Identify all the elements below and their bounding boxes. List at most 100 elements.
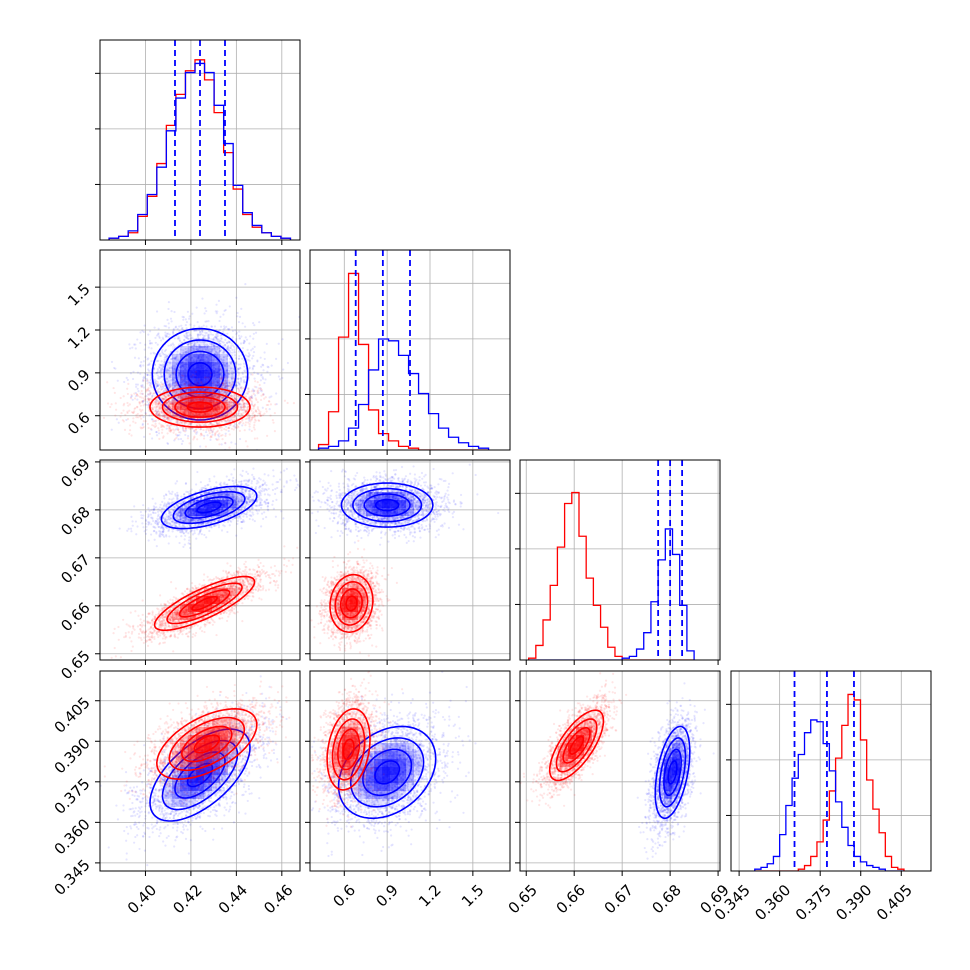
scatter-point xyxy=(231,404,234,407)
scatter-point xyxy=(207,335,210,338)
scatter-point xyxy=(222,362,225,366)
scatter-point xyxy=(184,347,187,351)
scatter-point xyxy=(177,337,180,340)
panel-frame xyxy=(519,459,721,661)
scatter-point xyxy=(224,338,227,341)
scatter-point xyxy=(157,391,160,394)
scatter-point xyxy=(171,418,174,421)
scatter-point xyxy=(157,410,160,413)
scatter-point xyxy=(203,312,206,315)
scatter-point xyxy=(160,339,163,342)
scatter-point xyxy=(147,393,150,396)
scatter-point xyxy=(140,384,143,387)
scatter-point xyxy=(214,310,217,313)
scatter-point xyxy=(229,381,232,385)
scatter-point xyxy=(149,384,152,388)
scatter-point xyxy=(185,336,188,339)
scatter-point xyxy=(212,344,215,347)
scatter-point xyxy=(151,437,154,440)
scatter-point xyxy=(238,403,241,406)
scatter-point xyxy=(253,385,256,388)
scatter-point xyxy=(231,380,234,383)
scatter-point xyxy=(177,369,180,372)
scatter-point xyxy=(240,307,243,310)
scatter-point xyxy=(231,372,234,375)
scatter-point xyxy=(223,386,226,389)
scatter-point xyxy=(149,381,152,384)
scatter-point xyxy=(142,435,146,438)
scatter-point xyxy=(158,390,161,393)
scatter-point xyxy=(141,423,144,427)
scatter-point xyxy=(225,381,228,384)
scatter-point xyxy=(249,335,252,338)
scatter-point xyxy=(171,365,175,368)
scatter-point xyxy=(212,394,215,398)
scatter-point xyxy=(178,374,181,378)
scatter-point xyxy=(272,421,275,424)
scatter-point xyxy=(139,331,142,334)
scatter-point xyxy=(141,392,144,396)
scatter-point xyxy=(166,332,170,335)
scatter-point xyxy=(148,362,151,365)
scatter-point xyxy=(200,394,203,397)
scatter-point xyxy=(237,367,240,370)
scatter-point xyxy=(214,339,217,342)
scatter-point xyxy=(172,357,175,360)
scatter-point xyxy=(220,349,223,352)
scatter-point xyxy=(212,344,216,347)
scatter-point xyxy=(231,367,234,370)
scatter-point xyxy=(201,329,204,332)
scatter-point xyxy=(166,377,169,380)
scatter-point xyxy=(225,401,228,404)
scatter-point xyxy=(154,386,158,389)
scatter-point xyxy=(237,382,241,385)
scatter-point xyxy=(213,394,216,397)
scatter-point xyxy=(148,339,151,342)
scatter-point xyxy=(244,325,247,328)
scatter-point xyxy=(187,334,190,338)
scatter-point xyxy=(256,406,260,409)
scatter-point xyxy=(252,322,255,325)
scatter-point xyxy=(243,406,246,409)
scatter-point xyxy=(198,334,202,337)
scatter-point xyxy=(152,368,156,371)
scatter-point xyxy=(228,327,231,331)
scatter-point xyxy=(224,373,227,376)
scatter-point xyxy=(225,341,229,345)
scatter-point xyxy=(213,345,216,348)
scatter-point xyxy=(149,427,152,431)
scatter-point xyxy=(262,392,265,396)
scatter-point xyxy=(170,398,173,402)
scatter-point xyxy=(242,422,245,425)
scatter-point xyxy=(119,415,122,418)
scatter-point xyxy=(136,398,139,401)
scatter-point xyxy=(224,420,227,423)
scatter-point xyxy=(197,337,200,340)
scatter-point xyxy=(225,357,228,361)
scatter-point xyxy=(134,383,138,386)
scatter-point xyxy=(158,387,161,390)
scatter-point xyxy=(216,338,219,341)
scatter-point xyxy=(257,372,260,376)
scatter-point xyxy=(264,378,267,381)
scatter-point xyxy=(180,355,183,358)
scatter-point xyxy=(136,383,139,386)
scatter-point xyxy=(168,367,172,370)
scatter-point xyxy=(194,431,197,434)
scatter-point xyxy=(204,346,207,349)
scatter-point xyxy=(183,334,186,337)
scatter-point xyxy=(206,346,209,349)
scatter-point xyxy=(167,307,170,311)
scatter-point xyxy=(198,330,202,333)
scatter-point xyxy=(161,352,164,355)
scatter-point xyxy=(162,382,165,385)
scatter-point xyxy=(175,383,178,386)
scatter-point xyxy=(162,417,165,420)
scatter-point xyxy=(254,380,257,383)
scatter-point xyxy=(160,367,163,371)
scatter-point xyxy=(159,373,162,376)
scatter-point xyxy=(181,440,184,443)
scatter-point xyxy=(226,347,229,351)
scatter-point xyxy=(167,322,170,325)
scatter-point xyxy=(228,402,231,405)
